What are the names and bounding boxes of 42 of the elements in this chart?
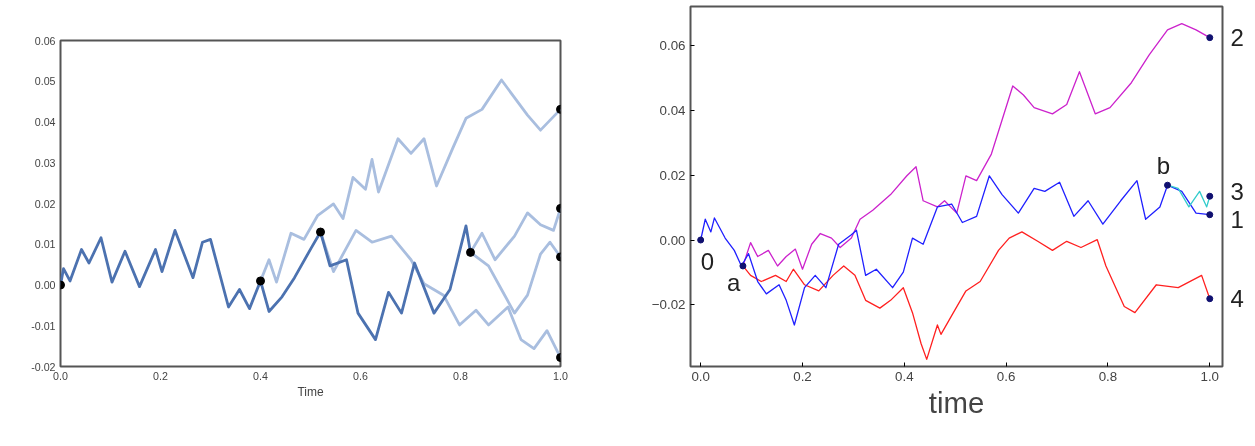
annotation: a xyxy=(726,268,741,296)
point xyxy=(1206,34,1214,42)
x-tick-label: 0.2 xyxy=(153,369,168,382)
x-tick-label: 0.0 xyxy=(53,369,68,382)
annotation: 2 xyxy=(1230,24,1244,52)
x-tick-label: 0.2 xyxy=(793,368,812,384)
annotation: 1 xyxy=(1230,206,1244,234)
y-tick-label: -0.02 xyxy=(31,360,56,373)
y-tick-label: 0.00 xyxy=(34,279,56,291)
y-tick-label: 0.03 xyxy=(34,156,56,169)
x-tick-label: 0.8 xyxy=(1098,368,1118,384)
x-tick-label: 0.4 xyxy=(253,369,268,382)
y-tick-label: 0.05 xyxy=(34,75,56,88)
x-tick-label: 0.4 xyxy=(895,368,915,384)
y-tick-label: 0.02 xyxy=(34,197,56,210)
annotation: 3 xyxy=(1230,177,1244,205)
point xyxy=(739,262,747,270)
point xyxy=(1164,181,1172,189)
y-tick-label: 0.06 xyxy=(34,34,56,47)
y-tick-label: 0.04 xyxy=(659,102,687,118)
x-tick-label: 1.0 xyxy=(1200,368,1220,384)
x-axis-title: time xyxy=(928,385,985,419)
annotation: 0 xyxy=(700,248,715,276)
annotation: b xyxy=(1156,152,1171,180)
annotation: 4 xyxy=(1230,285,1244,313)
x-tick-label: 0.0 xyxy=(691,368,710,384)
point xyxy=(1206,211,1214,219)
x-tick-label: 0.6 xyxy=(353,369,368,382)
point xyxy=(1206,192,1214,200)
x-tick-label: 0.6 xyxy=(996,368,1016,384)
x-tick-label: 0.8 xyxy=(453,369,468,382)
point xyxy=(1206,295,1214,303)
x-axis-title: Time xyxy=(297,384,324,399)
x-tick-label: 1.0 xyxy=(553,369,568,382)
y-tick-label: 0.04 xyxy=(34,116,56,128)
y-tick-label: 0.01 xyxy=(34,238,56,251)
y-tick-label: 0.06 xyxy=(659,37,686,53)
y-tick-label: 0.00 xyxy=(659,232,686,248)
y-tick-label: 0.02 xyxy=(659,167,686,183)
y-tick-label: -0.01 xyxy=(31,319,56,332)
point xyxy=(697,236,705,244)
y-tick-label: −0.02 xyxy=(651,297,686,313)
